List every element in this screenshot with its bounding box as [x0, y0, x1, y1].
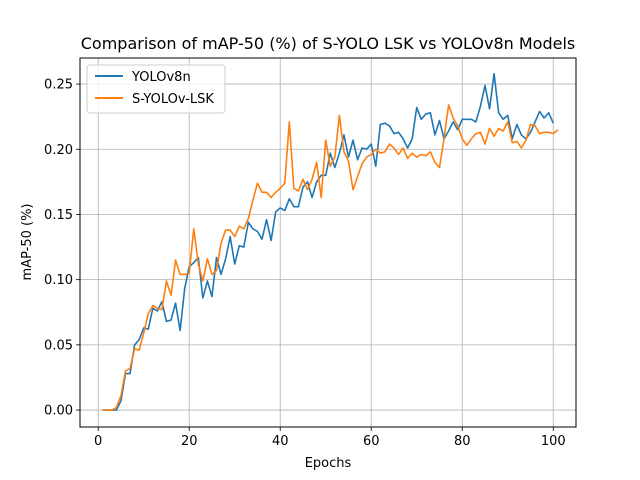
y-tick-label: 0.25 — [44, 78, 73, 93]
series-lines — [102, 72, 559, 411]
x-tick-label: 20 — [181, 434, 198, 449]
axis-ticks: 0 20 40 60 80 100 0.00 0.05 0.10 0.15 0.20 0.25 — [44, 78, 566, 449]
legend: YOLOv8n S-YOLOv-LSK — [86, 64, 226, 114]
x-tick-label: 100 — [541, 434, 566, 449]
y-tick-label: 0.20 — [44, 143, 73, 158]
y-axis-label: mAP-50 (%) — [20, 204, 35, 281]
series-line-s-yolov-lsk — [102, 104, 559, 411]
y-tick-label: 0.00 — [44, 404, 73, 419]
x-axis-label: Epochs — [305, 456, 352, 471]
series-line-yolov8n — [102, 72, 554, 411]
x-tick-label: 60 — [363, 434, 380, 449]
y-tick-label: 0.05 — [44, 338, 73, 353]
chart-title: Comparison of mAP-50 (%) of S-YOLO LSK v… — [81, 34, 575, 53]
legend-label-yolov8n: YOLOv8n — [131, 70, 191, 85]
y-tick-label: 0.10 — [44, 273, 73, 288]
x-tick-label: 80 — [454, 434, 471, 449]
plot-frame — [79, 57, 577, 428]
y-tick-label: 0.15 — [44, 208, 73, 223]
x-tick-label: 0 — [94, 434, 102, 449]
legend-label-s-yolov-lsk: S-YOLOv-LSK — [132, 92, 214, 107]
x-tick-label: 40 — [272, 434, 289, 449]
